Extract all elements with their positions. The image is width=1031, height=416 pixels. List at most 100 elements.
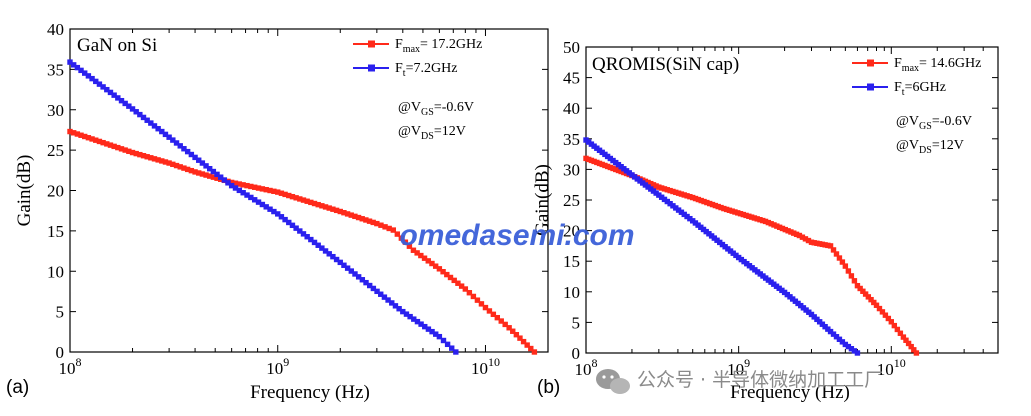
data-point <box>900 334 907 340</box>
data-point <box>263 186 269 193</box>
data-point <box>403 311 410 317</box>
data-point <box>188 167 195 174</box>
data-point <box>782 226 788 233</box>
data-point <box>166 134 172 140</box>
data-point <box>839 339 846 345</box>
data-point <box>854 350 861 356</box>
data-point <box>129 149 136 156</box>
data-point <box>754 269 761 275</box>
data-point <box>126 103 132 109</box>
data-point <box>96 138 103 145</box>
data-point <box>741 258 747 265</box>
data-point <box>721 205 727 212</box>
data-point <box>429 328 435 335</box>
data-point <box>700 226 707 233</box>
data-point <box>873 302 880 308</box>
data-point <box>661 196 668 203</box>
data-point <box>596 147 603 153</box>
data-point <box>684 193 690 199</box>
data-point <box>819 321 826 327</box>
plot-frame <box>69 28 549 353</box>
data-point <box>311 200 318 207</box>
data-point <box>727 248 734 254</box>
data-point <box>621 169 627 176</box>
data-point <box>378 291 384 297</box>
data-point <box>876 305 883 312</box>
data-point <box>732 209 738 215</box>
data-point <box>737 211 744 217</box>
data-point <box>308 236 314 243</box>
data-point <box>791 230 797 236</box>
data-point <box>744 260 750 267</box>
data-point <box>773 283 780 289</box>
data-point <box>698 224 704 230</box>
data-point <box>232 180 239 186</box>
data-point <box>905 340 912 347</box>
data-point <box>196 157 202 163</box>
chart-panel-a: 0 5 10 15 20 25 30 35 40 108 109 1010 GaN on Si Fmax=… <box>6 20 549 403</box>
data-point <box>378 222 384 228</box>
data-point <box>746 213 752 219</box>
data-point <box>478 301 485 307</box>
data-point <box>687 215 693 222</box>
data-point <box>315 242 321 248</box>
data-point <box>667 187 673 194</box>
data-point <box>148 120 154 126</box>
y-tick-label: 0 <box>56 343 65 362</box>
data-point <box>440 269 446 275</box>
data-point <box>664 187 670 193</box>
data-point <box>825 326 831 332</box>
data-point <box>520 338 527 345</box>
data-point <box>240 190 246 196</box>
data-point <box>486 308 493 314</box>
data-point <box>104 141 110 147</box>
data-point <box>214 171 220 178</box>
data-point <box>259 201 266 208</box>
data-point <box>67 59 73 65</box>
data-point <box>259 186 266 192</box>
data-point <box>188 151 195 158</box>
data-point <box>706 231 712 237</box>
legend-marker <box>368 40 375 48</box>
data-point <box>429 260 435 267</box>
data-point <box>278 190 285 196</box>
data-point <box>774 223 780 229</box>
data-point <box>474 297 481 303</box>
y-tick-label: 30 <box>563 160 580 179</box>
data-point <box>692 220 699 226</box>
data-point <box>67 128 73 135</box>
x-tick-label: 108 <box>575 356 598 379</box>
data-point <box>719 241 726 248</box>
data-point <box>673 205 679 211</box>
data-point <box>133 150 139 157</box>
legend-marker <box>867 59 874 67</box>
data-point <box>210 168 217 175</box>
plot-title: GaN on Si <box>77 35 157 56</box>
y-tick-label: 5 <box>56 303 65 322</box>
data-point <box>370 219 376 226</box>
data-point <box>842 263 849 269</box>
data-point <box>594 159 600 166</box>
data-point <box>746 263 753 269</box>
data-point <box>126 148 132 155</box>
data-point <box>613 166 619 173</box>
data-point <box>689 194 696 201</box>
data-point <box>118 97 125 104</box>
data-point <box>282 216 288 223</box>
data-point <box>664 198 670 205</box>
x-axis-title: Frequency (Hz) <box>730 382 850 403</box>
data-point <box>704 199 710 206</box>
data-point <box>738 256 745 263</box>
data-point <box>771 281 777 287</box>
data-point <box>722 244 728 250</box>
data-point <box>908 343 914 350</box>
data-point <box>498 318 504 324</box>
data-point <box>78 67 84 74</box>
data-point <box>894 326 901 333</box>
data-point <box>341 210 347 216</box>
data-point <box>788 229 794 235</box>
data-point <box>406 243 413 249</box>
data-point <box>658 185 665 191</box>
data-point <box>765 277 772 283</box>
data-point <box>263 204 269 210</box>
